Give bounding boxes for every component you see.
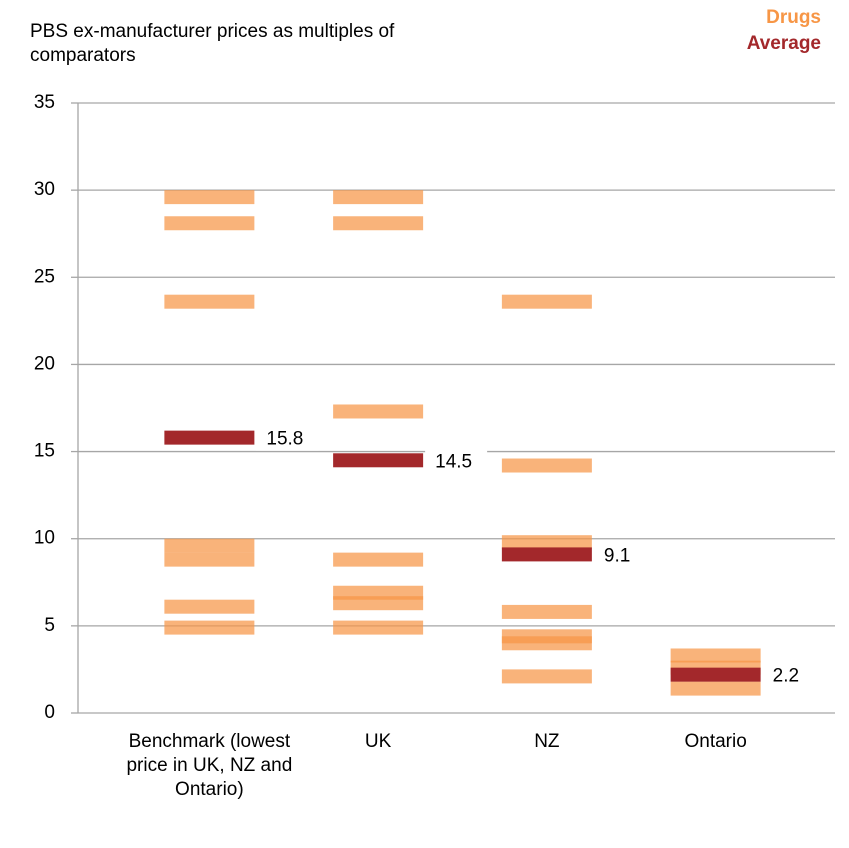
x-tick-label: Benchmark (lowest price in UK, NZ and On… bbox=[126, 731, 293, 800]
drug-marker bbox=[333, 190, 424, 205]
drug-marker bbox=[164, 620, 255, 635]
y-tick-label: 5 bbox=[44, 615, 55, 636]
y-tick-label: 0 bbox=[44, 702, 55, 723]
data-label: 2.2 bbox=[773, 666, 799, 687]
x-tick-label: Ontario bbox=[684, 731, 747, 752]
x-tick-label: NZ bbox=[534, 731, 560, 752]
drug-marker bbox=[501, 604, 592, 619]
average-marker bbox=[333, 453, 424, 468]
y-tick-label: 35 bbox=[34, 92, 55, 113]
data-label: 9.1 bbox=[604, 545, 630, 566]
legend-entry: Average bbox=[746, 33, 821, 54]
drug-marker bbox=[501, 669, 592, 684]
drug-marker bbox=[501, 535, 592, 550]
drug-marker bbox=[164, 190, 255, 205]
drug-marker bbox=[164, 599, 255, 614]
label-bg bbox=[425, 447, 488, 474]
drug-marker bbox=[670, 681, 761, 696]
drug-marker bbox=[164, 538, 255, 553]
average-marker bbox=[670, 667, 761, 682]
legend-entry: Drugs bbox=[766, 7, 821, 28]
y-tick-label: 30 bbox=[34, 179, 55, 200]
drug-marker bbox=[333, 552, 424, 567]
y-tick-label: 25 bbox=[34, 266, 55, 287]
drug-marker bbox=[501, 636, 592, 651]
average-marker bbox=[164, 430, 255, 445]
y-tick-label: 10 bbox=[34, 528, 55, 549]
label-bg bbox=[256, 424, 319, 451]
label-bg bbox=[593, 541, 656, 568]
chart-title: PBS ex-manufacturer prices as multiples … bbox=[30, 21, 395, 66]
x-tick-label: UK bbox=[364, 731, 392, 752]
drug-marker bbox=[164, 294, 255, 309]
y-tick-label: 20 bbox=[34, 353, 55, 374]
drug-marker bbox=[164, 552, 255, 567]
drug-marker bbox=[333, 620, 424, 635]
drug-marker bbox=[333, 216, 424, 231]
drug-marker bbox=[670, 648, 761, 663]
drug-marker bbox=[501, 458, 592, 473]
label-bg bbox=[762, 661, 825, 688]
drug-marker bbox=[501, 294, 592, 309]
data-label: 14.5 bbox=[435, 451, 472, 472]
drug-marker bbox=[333, 404, 424, 419]
y-tick-label: 15 bbox=[34, 441, 55, 462]
drug-marker bbox=[164, 216, 255, 231]
average-marker bbox=[501, 547, 592, 562]
data-label: 15.8 bbox=[266, 429, 303, 450]
drug-marker bbox=[333, 596, 424, 611]
